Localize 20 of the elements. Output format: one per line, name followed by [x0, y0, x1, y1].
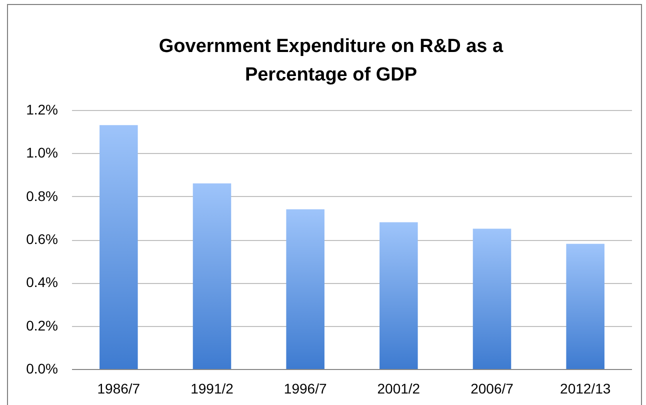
x-tick-label: 1991/2 — [190, 380, 234, 396]
x-tick-label: 2006/7 — [470, 380, 514, 396]
bar — [286, 209, 324, 369]
y-tick-label: 1.0% — [26, 144, 58, 161]
x-tick-label: 2001/2 — [377, 380, 420, 396]
x-tick-label: 1996/7 — [284, 380, 327, 396]
bar — [192, 183, 232, 369]
x-tick-label: 1986/7 — [97, 380, 140, 396]
y-tick-label: 1.2% — [26, 101, 58, 118]
bar — [472, 228, 512, 369]
chart-title: Government Expenditure on R&D as a Percentage of GDP — [158, 36, 504, 86]
y-tick-label: 0.6% — [26, 230, 58, 247]
x-tick-label: 2012/13 — [560, 380, 611, 396]
bar — [380, 222, 418, 369]
bar — [100, 125, 138, 369]
y-tick-label: 0.0% — [26, 360, 58, 376]
y-tick-label: 0.4% — [26, 274, 58, 290]
y-tick-label: 0.2% — [26, 317, 58, 334]
y-tick-label: 0.8% — [26, 188, 58, 204]
bar — [566, 244, 604, 369]
